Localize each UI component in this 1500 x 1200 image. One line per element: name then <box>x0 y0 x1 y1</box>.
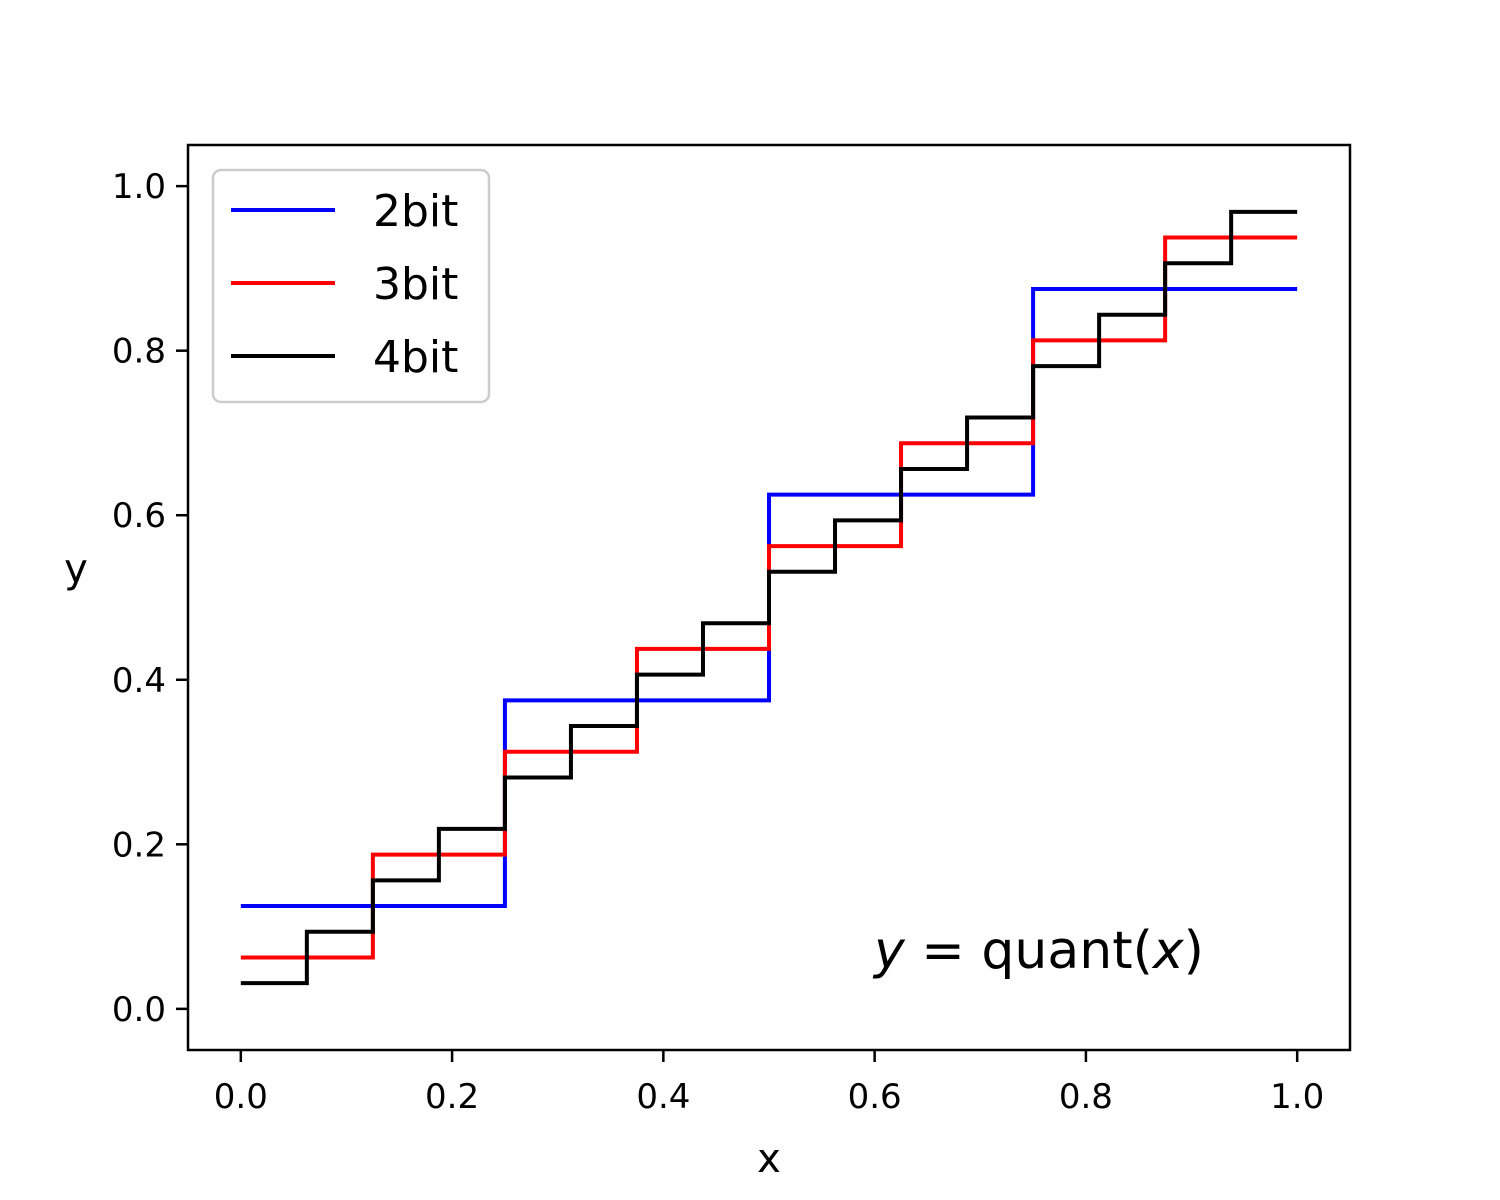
y-tick-label: 0.8 <box>112 332 166 372</box>
y-axis: 0.0 0.2 0.4 0.6 0.8 1.0 <box>112 167 188 1030</box>
x-tick-label: 0.2 <box>425 1077 479 1117</box>
formula-eq: = quant( <box>905 921 1153 981</box>
y-axis-label: y <box>64 546 88 592</box>
series-line-4bit <box>240 209 1298 986</box>
series-layer <box>240 209 1298 986</box>
x-tick-label: 0.0 <box>214 1077 268 1117</box>
formula-annotation: y = quant(x) <box>872 921 1204 981</box>
legend-box <box>211 168 491 404</box>
x-tick-label: 0.4 <box>636 1077 690 1117</box>
y-tick-label: 0.0 <box>112 990 166 1030</box>
formula-var: y <box>872 921 906 981</box>
plot-frame <box>186 143 1352 1052</box>
x-axis: 0.0 0.2 0.4 0.6 0.8 1.0 <box>214 1050 1324 1117</box>
x-tick-label: 1.0 <box>1270 1077 1324 1117</box>
y-tick-label: 0.6 <box>112 496 166 536</box>
y-tick-label: 0.2 <box>112 825 166 865</box>
legend-label-4bit: 4bit <box>373 332 458 383</box>
legend-label-3bit: 3bit <box>373 259 458 310</box>
legend-label-2bit: 2bit <box>373 186 458 237</box>
x-tick-label: 0.6 <box>848 1077 902 1117</box>
y-tick-label: 1.0 <box>112 167 166 207</box>
legend: 2bit 3bit 4bit <box>211 168 491 404</box>
x-axis-label: x <box>757 1136 781 1182</box>
formula-arg: x <box>1151 921 1185 981</box>
y-tick-label: 0.4 <box>112 661 166 701</box>
formula-close: ) <box>1184 921 1204 981</box>
x-tick-label: 0.8 <box>1059 1077 1113 1117</box>
legend-items: 2bit 3bit 4bit <box>231 186 458 383</box>
